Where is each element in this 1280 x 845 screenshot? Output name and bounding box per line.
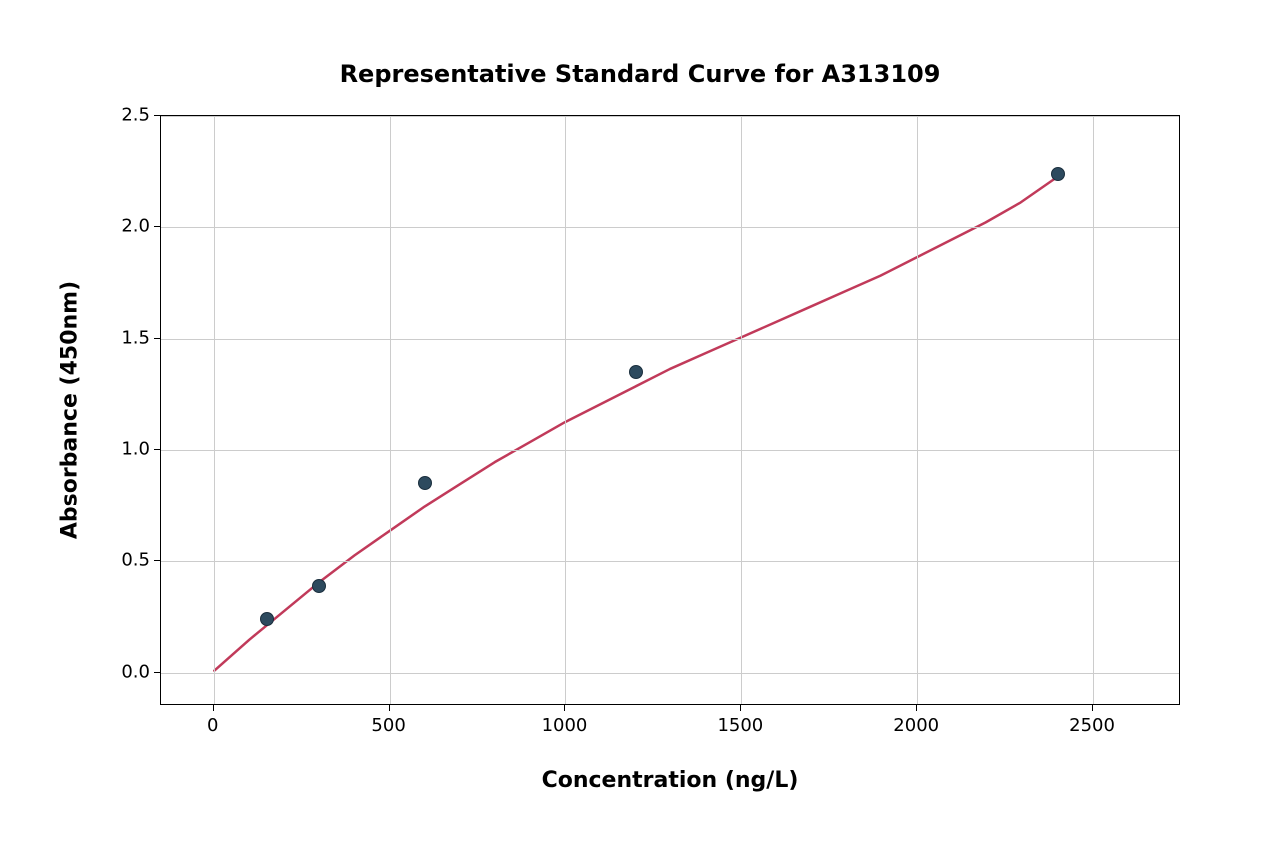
y-tick-mark [154, 560, 160, 561]
scatter-point [260, 612, 274, 626]
fit-curve [161, 116, 1179, 704]
y-tick-label: 0.5 [114, 550, 150, 571]
chart-title: Representative Standard Curve for A31310… [340, 60, 941, 88]
x-tick-mark [740, 705, 741, 711]
scatter-point [1051, 167, 1065, 181]
y-tick-mark [154, 115, 160, 116]
scatter-point [418, 476, 432, 490]
y-tick-label: 0.0 [114, 661, 150, 682]
grid-line-horizontal [161, 116, 1179, 117]
y-tick-mark [154, 338, 160, 339]
y-axis-label: Absorbance (450nm) [58, 281, 83, 539]
grid-line-horizontal [161, 673, 1179, 674]
plot-area [160, 115, 1180, 705]
x-tick-mark [916, 705, 917, 711]
y-tick-label: 2.0 [114, 216, 150, 237]
grid-line-horizontal [161, 339, 1179, 340]
x-tick-mark [564, 705, 565, 711]
x-tick-label: 1000 [542, 715, 588, 736]
x-tick-label: 2500 [1069, 715, 1115, 736]
grid-line-horizontal [161, 561, 1179, 562]
grid-line-horizontal [161, 450, 1179, 451]
y-tick-mark [154, 449, 160, 450]
x-tick-mark [1092, 705, 1093, 711]
grid-line-vertical [214, 116, 215, 704]
grid-line-vertical [741, 116, 742, 704]
x-tick-label: 1500 [717, 715, 763, 736]
y-tick-mark [154, 672, 160, 673]
x-tick-mark [389, 705, 390, 711]
y-tick-label: 2.5 [114, 105, 150, 126]
grid-line-vertical [390, 116, 391, 704]
y-tick-mark [154, 226, 160, 227]
grid-line-vertical [565, 116, 566, 704]
x-tick-label: 2000 [893, 715, 939, 736]
x-tick-label: 0 [207, 715, 218, 736]
y-tick-label: 1.5 [114, 327, 150, 348]
y-tick-label: 1.0 [114, 438, 150, 459]
scatter-point [629, 365, 643, 379]
x-axis-label: Concentration (ng/L) [542, 768, 799, 793]
grid-line-vertical [1093, 116, 1094, 704]
grid-line-vertical [917, 116, 918, 704]
x-tick-mark [213, 705, 214, 711]
grid-line-horizontal [161, 227, 1179, 228]
x-tick-label: 500 [371, 715, 405, 736]
scatter-point [312, 579, 326, 593]
